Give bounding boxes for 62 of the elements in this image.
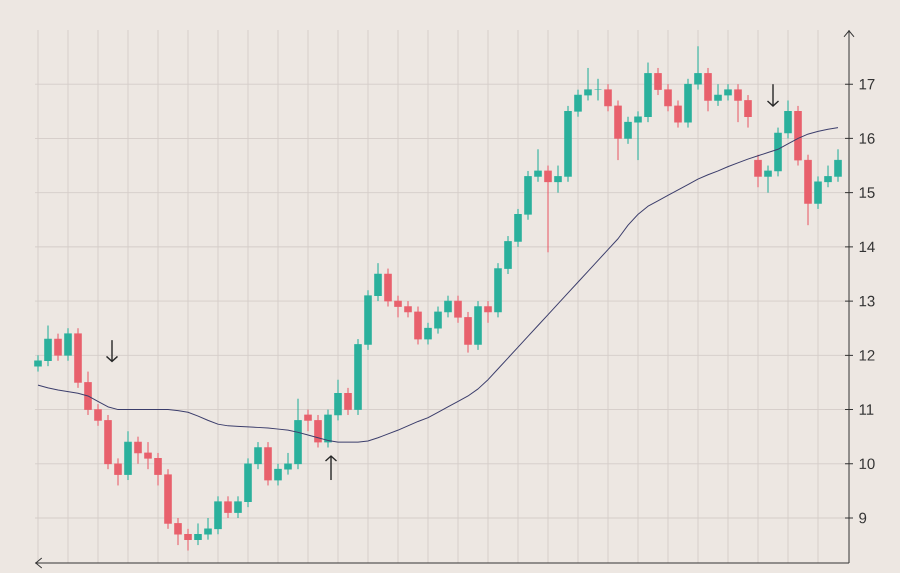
candlestick	[154, 452, 162, 486]
candlestick	[654, 67, 662, 96]
candlestick	[604, 84, 612, 112]
y-tick-label: 16	[860, 133, 875, 144]
candlestick	[744, 94, 752, 128]
candlestick	[314, 414, 322, 448]
candlestick	[674, 100, 682, 128]
y-tick-label: 15	[860, 187, 875, 198]
candlestick	[344, 387, 352, 416]
candlestick	[54, 333, 62, 362]
candlestick	[254, 442, 262, 470]
candlestick	[194, 522, 202, 546]
candlestick	[784, 100, 792, 140]
candlestick	[434, 306, 442, 334]
candlestick	[284, 452, 292, 476]
y-tick-label: 11	[860, 404, 874, 415]
candlestick	[484, 300, 492, 324]
candlestick	[424, 322, 432, 346]
candlestick	[374, 262, 382, 302]
candlestick	[754, 154, 762, 188]
candlestick	[714, 84, 722, 107]
candlestick	[174, 518, 182, 546]
candlestick	[734, 84, 742, 123]
candlestick	[304, 409, 312, 432]
candlestick	[394, 295, 402, 318]
candlestick	[694, 46, 702, 90]
candlestick	[234, 496, 242, 519]
candlestick	[634, 110, 642, 161]
candlestick	[724, 84, 732, 102]
candlestick	[184, 528, 192, 552]
candlestick	[274, 463, 282, 486]
y-tick-label: 13	[860, 296, 875, 306]
y-tick-label: 17	[860, 79, 874, 90]
candlestick	[534, 148, 542, 182]
candlestick	[144, 442, 152, 470]
candlestick	[594, 78, 602, 102]
candlestick	[554, 165, 562, 194]
candlestick	[444, 295, 452, 318]
y-tick-label: 9	[859, 512, 866, 524]
candlestick	[404, 300, 412, 318]
candlestick	[814, 176, 822, 210]
candlestick	[204, 518, 212, 540]
candlestick	[454, 295, 462, 324]
candlestick	[834, 148, 842, 182]
candlestick	[44, 325, 52, 367]
candlestick	[824, 165, 832, 188]
candlestick	[544, 165, 552, 253]
candlestick	[114, 458, 122, 486]
candlestick	[34, 354, 42, 372]
y-tick-label: 12	[860, 350, 874, 361]
candlestick	[664, 84, 672, 112]
y-tick-label: 10	[860, 458, 875, 470]
candlestick	[64, 328, 72, 362]
candlestick	[584, 67, 592, 102]
candlestick	[624, 116, 632, 144]
candlestick	[224, 496, 232, 519]
candlestick	[764, 165, 772, 194]
candlestick	[94, 404, 102, 426]
candlestick	[334, 379, 342, 421]
y-tick-label: 14	[860, 242, 875, 252]
candlestick	[574, 89, 582, 118]
candlestick	[134, 436, 142, 464]
